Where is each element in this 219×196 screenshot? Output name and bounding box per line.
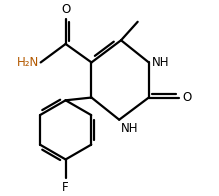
Text: O: O xyxy=(61,3,70,16)
Text: H₂N: H₂N xyxy=(17,56,39,69)
Text: O: O xyxy=(182,91,191,104)
Text: F: F xyxy=(62,181,69,194)
Text: NH: NH xyxy=(121,122,139,135)
Text: NH: NH xyxy=(152,56,169,69)
